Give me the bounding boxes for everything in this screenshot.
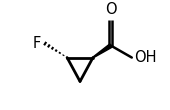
Text: OH: OH — [134, 50, 156, 65]
Polygon shape — [93, 44, 112, 58]
Text: O: O — [105, 2, 117, 17]
Text: F: F — [33, 36, 41, 51]
